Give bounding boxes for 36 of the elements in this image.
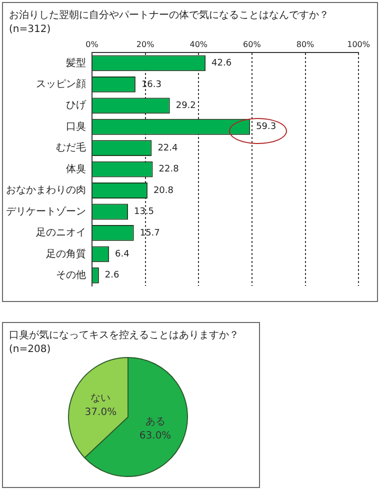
data-label: 63.0% <box>139 430 172 442</box>
data-label: 22.8 <box>158 164 180 175</box>
x-tick-label: 60% <box>243 40 262 49</box>
data-label: 29.2 <box>176 100 196 111</box>
chart-subtitle: (n=312) <box>9 23 52 37</box>
y-tick-label: 口臭 <box>66 120 86 132</box>
data-label: 37.0% <box>84 406 117 418</box>
x-tick-label: 100% <box>347 40 370 49</box>
data-label: 22.4 <box>158 143 178 154</box>
x-tick-label: 40% <box>190 40 208 49</box>
y-tick-label: ひげ <box>66 99 87 112</box>
data-label: 13.5 <box>134 207 154 218</box>
x-tick-label: 80% <box>296 40 315 49</box>
x-tick-label: 0% <box>86 40 99 49</box>
y-tick-label: 体臭 <box>66 162 86 175</box>
data-label: 2.6 <box>104 270 120 281</box>
y-tick-label: 足の角質 <box>46 248 86 260</box>
x-tick-label: 20% <box>136 40 155 49</box>
slice-label: ない <box>90 392 111 404</box>
chart-title: お泊りした翌朝に自分やパートナーの体で気になることはなんですか？ <box>9 9 330 23</box>
data-label: 59.3 <box>256 122 276 132</box>
data-label: 42.6 <box>212 58 232 69</box>
chart-subtitle: (n=208) <box>9 343 52 357</box>
y-tick-label: むだ毛 <box>56 142 86 154</box>
y-tick-label: スッピン顔 <box>36 78 86 90</box>
data-label: 6.4 <box>115 250 130 260</box>
y-tick-label: デリケートゾーン <box>6 205 86 218</box>
y-tick-label: 髪型 <box>66 56 86 69</box>
data-label: 15.7 <box>140 228 160 238</box>
slice-label: ある <box>145 416 166 428</box>
y-tick-label: おなかまわりの肉 <box>6 185 86 196</box>
chart-title: 口臭が気になってキスを控えることはありますか？ <box>9 329 240 343</box>
data-label: 20.8 <box>153 186 174 196</box>
y-tick-label: 足のニオイ <box>36 228 86 239</box>
y-tick-label: その他 <box>56 268 86 281</box>
data-label: 16.3 <box>141 80 162 90</box>
